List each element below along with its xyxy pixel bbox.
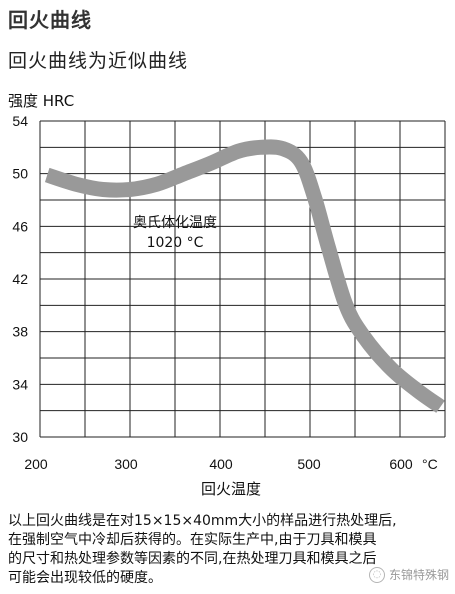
page-subtitle: 回火曲线为近似曲线: [8, 50, 189, 72]
wechat-logo-icon: ◌: [368, 566, 385, 583]
y-tick-label-38: 38: [12, 324, 28, 340]
y-tick-label-42: 42: [12, 271, 28, 287]
chart-grid: [39, 120, 446, 438]
x-axis-label: 回火温度: [201, 480, 261, 498]
caption-line-2: 在强制空气中冷却后获得的。在实际生产中,由于刀具和模具: [8, 532, 377, 548]
x-tick-label-500: 500: [297, 456, 321, 472]
y-tick-label-30: 30: [12, 429, 28, 445]
y-tick-label-34: 34: [12, 376, 28, 392]
y-tick-label-50: 50: [12, 166, 28, 182]
x-tick-label-600: 600: [389, 456, 413, 472]
caption-line-3: 的尺寸和热处理参数等因素的不同,在热处理刀具和模具之后: [8, 551, 377, 567]
y-tick-label-54: 54: [12, 113, 28, 129]
x-tick-label-200: 200: [24, 456, 48, 472]
watermark: ◌ 东锦特殊钢: [368, 566, 449, 583]
annotation-line-2: 1020 °C: [147, 235, 204, 251]
page-heading: 回火曲线: [8, 8, 92, 32]
x-tick-label-300: 300: [114, 456, 138, 472]
x-tick-labels: 200 300 400 500 600: [24, 456, 413, 472]
series-group: [44, 139, 445, 413]
x-tick-label-400: 400: [209, 456, 233, 472]
caption-line-1: 以上回火曲线是在对15×15×40mm大小的样品进行热处理后,: [8, 513, 397, 529]
y-tick-label-46: 46: [12, 218, 28, 234]
y-axis-label: 强度 HRC: [8, 92, 74, 110]
tempering-curve-chart: 强度 HRC 30 34 38 42 46 50 54 200 300 400 500 600 °C…: [8, 92, 446, 498]
y-tick-labels: 30 34 38 42 46 50 54: [12, 113, 28, 445]
watermark-text: 东锦特殊钢: [388, 568, 449, 582]
caption: 以上回火曲线是在对15×15×40mm大小的样品进行热处理后, 在强制空气中冷却…: [8, 512, 450, 588]
annotation-line-1: 奥氏体化温度: [133, 214, 217, 231]
series-line-0: [44, 139, 445, 413]
x-unit-label: °C: [422, 456, 438, 472]
caption-line-4: 可能会出现较低的硬度。: [8, 570, 162, 586]
